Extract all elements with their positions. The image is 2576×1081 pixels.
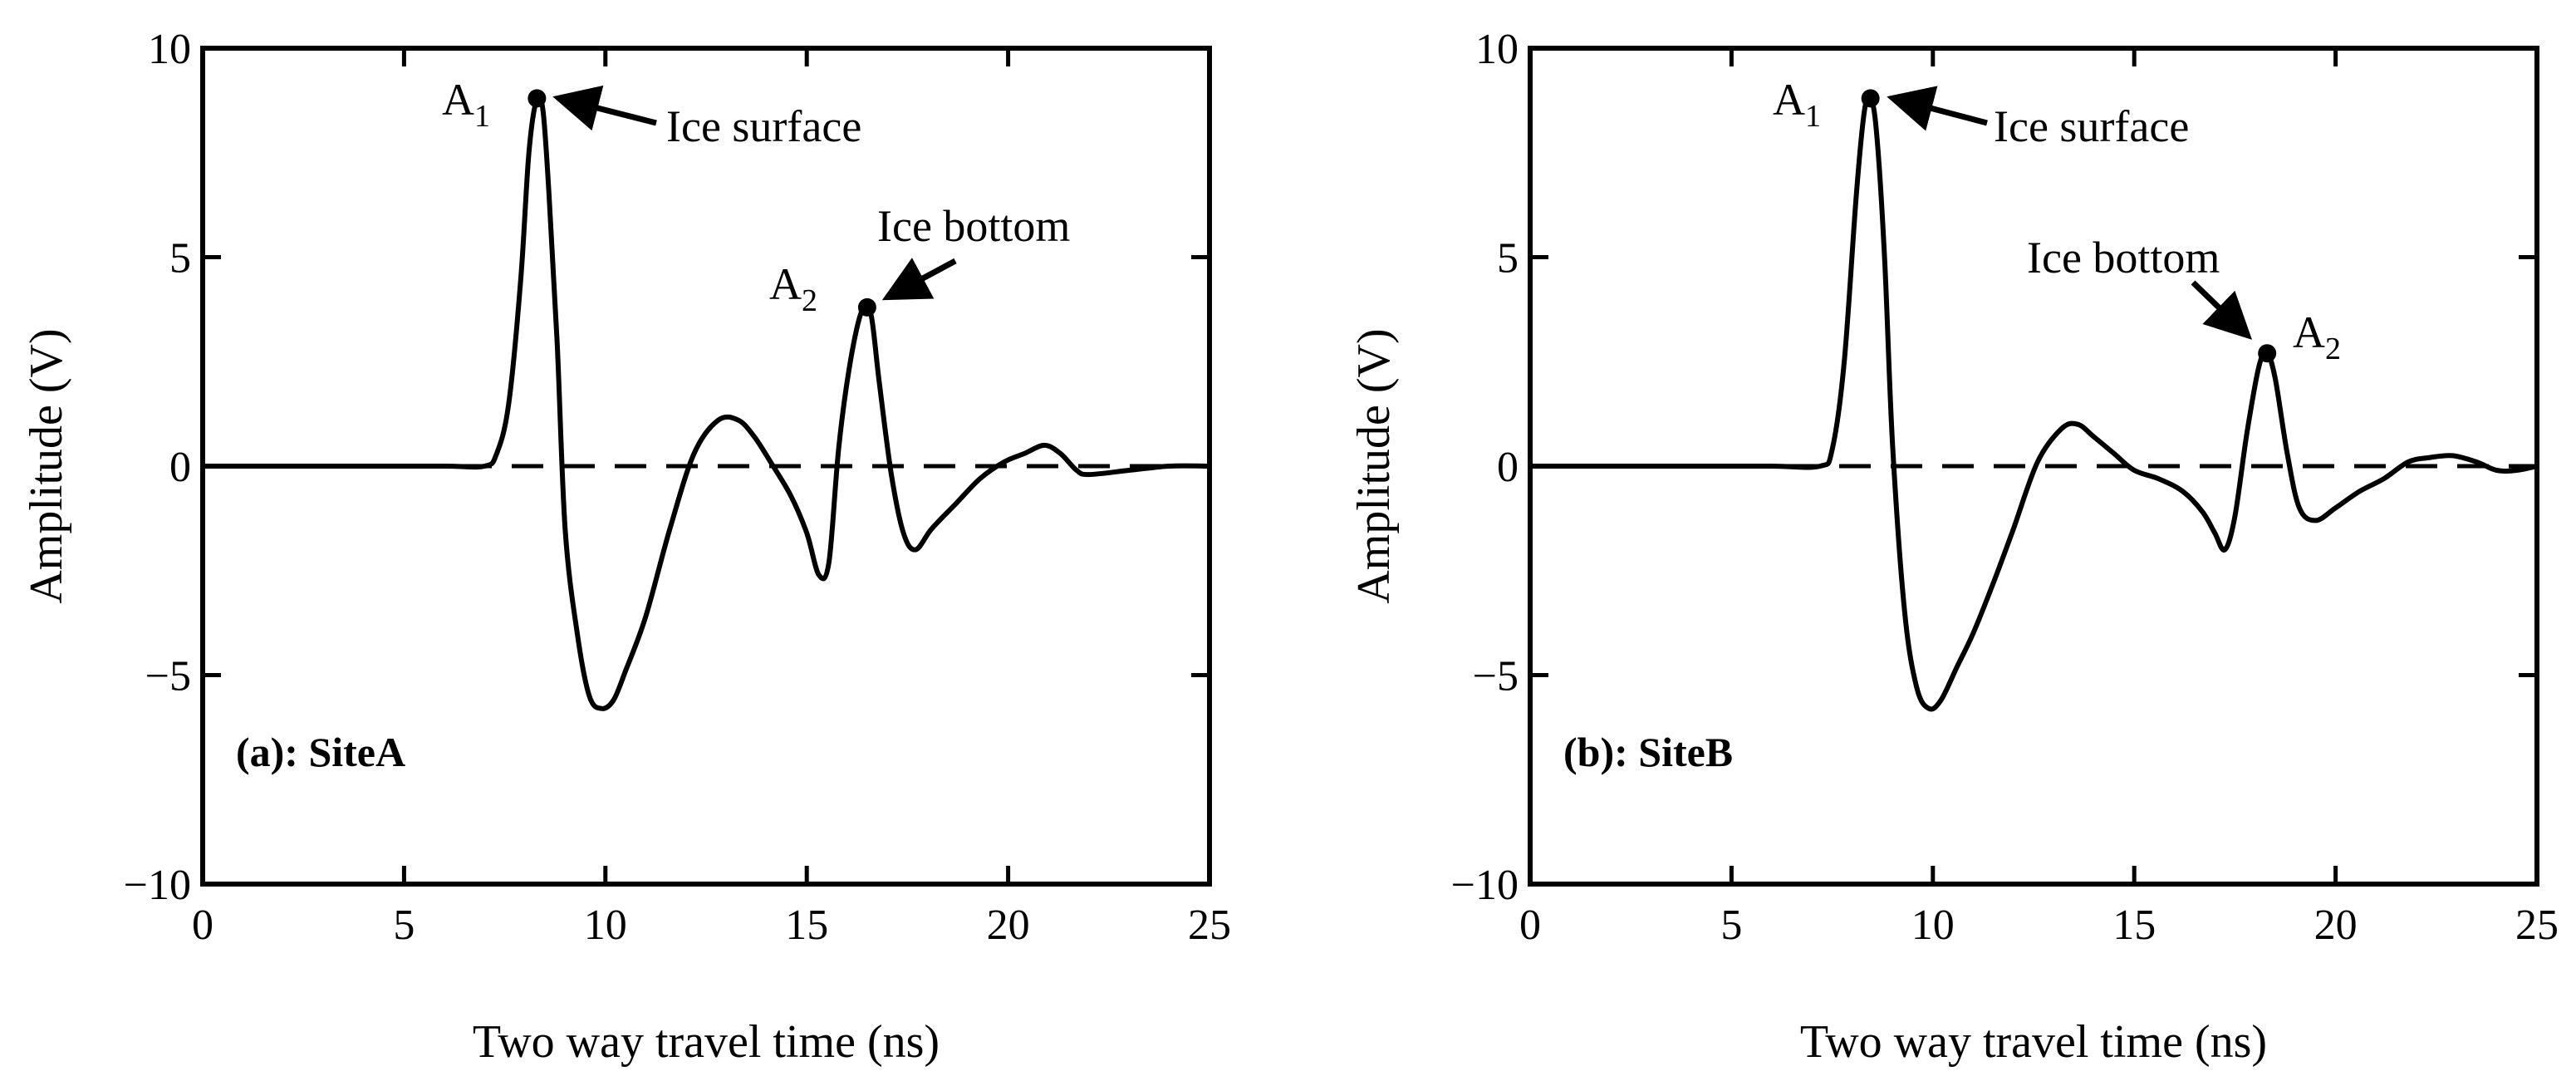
- y-tick-label: 10: [1475, 26, 1519, 73]
- signal-line: [1530, 94, 2538, 712]
- ice-bottom-annotation: Ice bottom: [877, 201, 1070, 251]
- ice-surface-arrow: [552, 85, 657, 131]
- y-tick-label: −10: [1451, 862, 1519, 909]
- y-axis-title: Amplitude (V): [21, 328, 72, 603]
- x-tick-label: 25: [1188, 902, 1231, 949]
- marker-a2-label: A2: [769, 259, 817, 318]
- y-tick-label: 0: [1497, 444, 1519, 491]
- x-axis-title: Two way travel time (ns): [473, 1016, 940, 1068]
- ice-bottom-annotation: Ice bottom: [2027, 233, 2220, 283]
- panel-label: (a): SiteA: [236, 729, 405, 775]
- x-tick-label: 0: [1519, 902, 1541, 949]
- x-tick-label: 10: [584, 902, 627, 949]
- x-tick-label: 25: [2515, 902, 2559, 949]
- panel-b-chart: −10 −5 0 5 10 0 5 10 15 20 25 A1 Ice surface A2 I…: [1348, 26, 2559, 1068]
- y-tick-label: 5: [169, 235, 191, 283]
- y-tick-label: −5: [1473, 653, 1519, 700]
- marker-a2-point: [2258, 344, 2277, 363]
- marker-a1-label: A1: [442, 75, 490, 134]
- marker-a1-label: A1: [1773, 75, 1821, 134]
- marker-a1-point: [1861, 89, 1880, 108]
- x-tick-label: 15: [2112, 902, 2156, 949]
- x-tick-label: 20: [987, 902, 1030, 949]
- marker-a2-point: [857, 297, 876, 317]
- x-tick-label: 5: [1720, 902, 1742, 949]
- x-tick-label: 20: [2314, 902, 2358, 949]
- x-axis-title: Two way travel time (ns): [1800, 1016, 2267, 1068]
- y-tick-label: 5: [1497, 235, 1519, 283]
- y-tick-label: 0: [169, 444, 191, 491]
- x-axis-ticks: 0 5 10 15 20 25: [1519, 48, 2559, 949]
- x-tick-label: 15: [785, 902, 828, 949]
- x-tick-label: 0: [192, 902, 213, 949]
- y-tick-label: −10: [124, 862, 191, 909]
- x-axis-ticks: 0 5 10 15 20 25: [192, 48, 1231, 949]
- signal-line: [203, 92, 1210, 711]
- y-axis-title: Amplitude (V): [1348, 328, 1400, 603]
- ice-surface-arrow: [1887, 86, 1988, 131]
- x-tick-label: 10: [1911, 902, 1955, 949]
- y-tick-label: −5: [145, 653, 191, 700]
- ice-bottom-arrow: [881, 258, 957, 301]
- y-tick-label: 10: [148, 26, 191, 73]
- marker-a1-point: [527, 89, 547, 108]
- ice-surface-annotation: Ice surface: [1994, 101, 2189, 151]
- panel-label: (b): SiteB: [1563, 729, 1733, 775]
- ice-surface-annotation: Ice surface: [666, 101, 861, 151]
- marker-a2-label: A2: [2293, 307, 2341, 366]
- panel-a-chart: −10 −5 0 5 10 0 5 10 15 20 25 A1 Ice surface A2 I…: [21, 26, 1231, 1068]
- x-tick-label: 5: [393, 902, 415, 949]
- y-axis-ticks: −10 −5 0 5 10: [1451, 26, 2537, 909]
- ice-bottom-arrow: [2191, 280, 2253, 340]
